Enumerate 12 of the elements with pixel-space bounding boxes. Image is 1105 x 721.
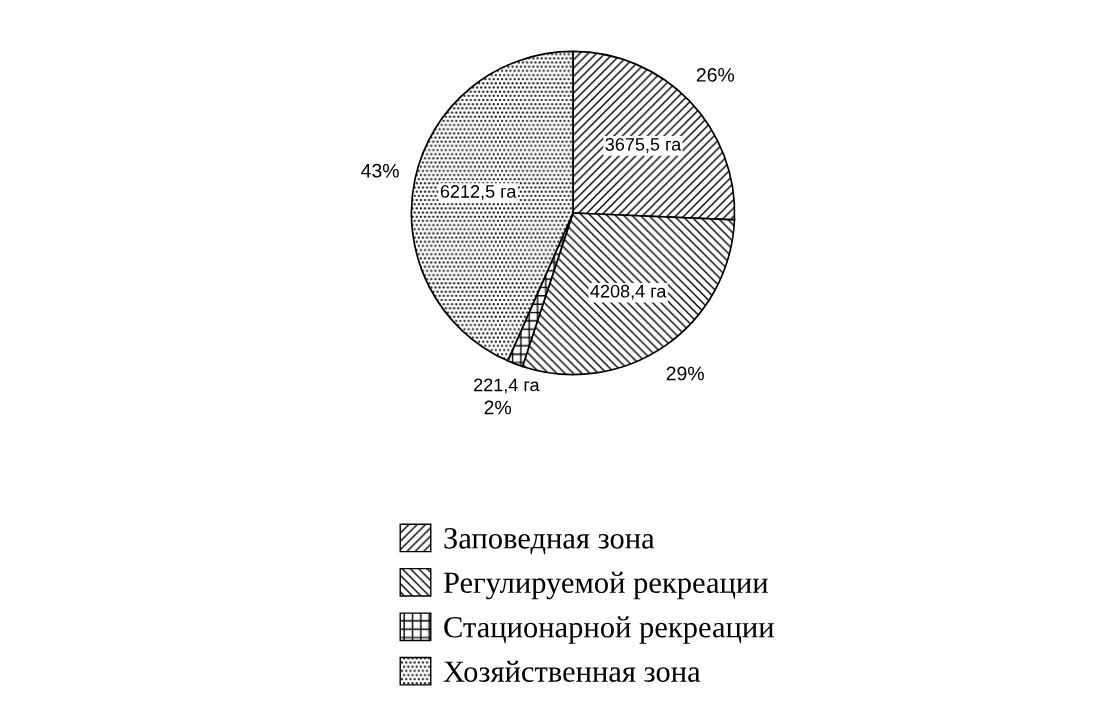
legend-label: Стационарной рекреации (444, 616, 774, 644)
text: 29% (666, 366, 704, 381)
data-label: 221,4 га (474, 378, 540, 394)
legend-label: Регулируемой рекреации (443, 571, 768, 600)
legend-label: Заповедная зона (444, 528, 655, 555)
data-label: 3675,5 га (605, 137, 682, 153)
text: 2% (484, 400, 512, 415)
text: 43% (361, 163, 399, 178)
legend-label: Хозяйственная зона (443, 660, 701, 682)
data-label: 4208,4 га (590, 284, 667, 300)
text: 26% (696, 68, 735, 82)
data-label: 6212,5 га (440, 185, 517, 200)
